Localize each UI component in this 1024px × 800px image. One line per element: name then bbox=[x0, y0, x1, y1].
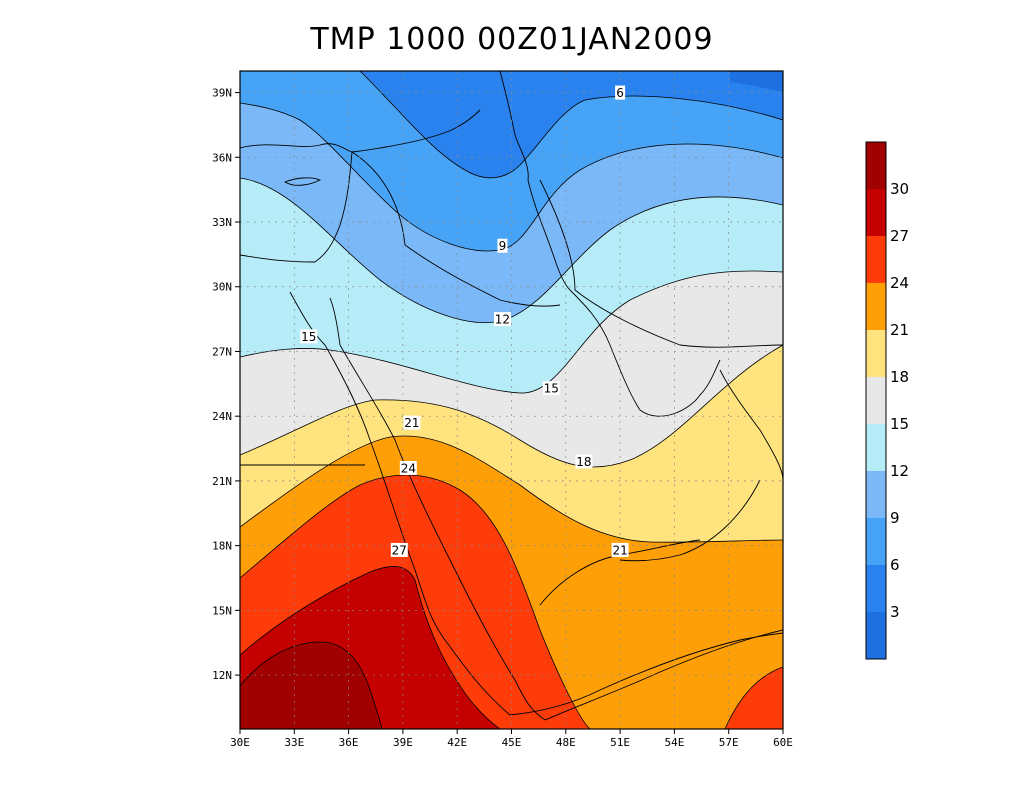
x-tick-label: 33E bbox=[284, 736, 304, 749]
colorbar-label: 24 bbox=[890, 274, 909, 292]
colorbar: 3 6 9 12 15 18 21 24 27 30 bbox=[865, 141, 909, 660]
y-tick-label: 18N bbox=[212, 540, 232, 553]
coastlines-borders bbox=[240, 71, 783, 721]
colorbar-label: 3 bbox=[890, 603, 900, 621]
border-saudi-iraq bbox=[404, 244, 561, 307]
colorbar-swatch bbox=[866, 424, 886, 471]
contour-label-bg bbox=[575, 454, 593, 469]
coast-caspian-west bbox=[499, 71, 529, 181]
colorbar-swatch bbox=[866, 518, 886, 565]
y-tick-label: 30N bbox=[212, 281, 232, 294]
coast-persian-gulf bbox=[569, 289, 721, 417]
y-tick-label: 21N bbox=[212, 475, 232, 488]
x-tick-label: 36E bbox=[339, 736, 359, 749]
coast-gulf-suez-aqaba bbox=[289, 291, 341, 346]
contour-18 bbox=[240, 344, 783, 468]
colorbar-frame bbox=[865, 141, 887, 660]
colorbar-swatch bbox=[866, 330, 886, 377]
contour-labels: 6 9 12 15 15 18 21 21 24 27 bbox=[300, 85, 629, 557]
coast-red-sea-west bbox=[324, 344, 511, 716]
colorbar-label: 21 bbox=[890, 321, 909, 339]
y-tick-label: 36N bbox=[212, 151, 232, 164]
contour-label-bg bbox=[493, 312, 511, 327]
contour-15 bbox=[240, 270, 783, 394]
colorbar-swatch bbox=[866, 142, 886, 189]
colorbar-label: 6 bbox=[890, 556, 900, 574]
contour-9 bbox=[240, 102, 783, 252]
lat-lon-grid bbox=[240, 71, 783, 729]
colorbar-swatch bbox=[866, 612, 886, 659]
contour-6 bbox=[359, 71, 783, 179]
contour-label-bg bbox=[497, 238, 508, 253]
contour-label-bg bbox=[403, 415, 421, 430]
x-tick-label: 51E bbox=[610, 736, 630, 749]
contour-27 bbox=[240, 566, 501, 729]
y-tick-label: 15N bbox=[212, 604, 232, 617]
x-tick-label: 48E bbox=[556, 736, 576, 749]
colorbar-swatch bbox=[866, 565, 886, 612]
x-tick-label: 39E bbox=[393, 736, 413, 749]
colorbar-label: 12 bbox=[890, 462, 909, 480]
y-axis-ticks: 12N 15N 18N 21N 24N 27N 30N 33N 36N 39N bbox=[212, 87, 240, 682]
x-tick-label: 42E bbox=[447, 736, 467, 749]
coast-levant bbox=[314, 151, 353, 263]
y-tick-label: 33N bbox=[212, 216, 232, 229]
contour-24 bbox=[240, 474, 591, 729]
map-title: TMP 1000 00Z01JAN2009 bbox=[310, 22, 714, 57]
band-30-up bbox=[240, 642, 382, 729]
y-tick-label: 24N bbox=[212, 410, 232, 423]
contour-label-bg bbox=[615, 85, 626, 100]
colorbar-swatch bbox=[866, 236, 886, 283]
border-syria-iraq bbox=[351, 151, 406, 246]
coast-egypt-north bbox=[240, 254, 316, 263]
contour-label: 27 bbox=[392, 543, 407, 557]
x-tick-label: 54E bbox=[664, 736, 684, 749]
colorbar-swatch bbox=[866, 471, 886, 518]
contour-label: 15 bbox=[544, 382, 559, 396]
y-tick-label: 12N bbox=[212, 669, 232, 682]
contour-label-bg bbox=[611, 542, 629, 557]
contour-label: 9 bbox=[499, 239, 507, 253]
contour-30 bbox=[240, 641, 383, 729]
colorbar-swatch bbox=[866, 189, 886, 236]
contour-label: 21 bbox=[612, 543, 627, 557]
contour-label-bg bbox=[390, 542, 408, 557]
y-tick-label: 39N bbox=[212, 87, 232, 100]
coast-oman bbox=[619, 369, 783, 562]
colorbar-label: 30 bbox=[890, 180, 909, 198]
contour-label-bg bbox=[300, 329, 318, 344]
colorbar-swatch bbox=[866, 283, 886, 330]
band-24-27-se bbox=[725, 667, 783, 729]
coast-iran-south bbox=[539, 179, 783, 348]
y-tick-label: 27N bbox=[212, 345, 232, 358]
colorbar-label: 15 bbox=[890, 415, 909, 433]
x-tick-label: 57E bbox=[719, 736, 739, 749]
contour-label-bg bbox=[542, 381, 560, 396]
coast-red-sea-east bbox=[339, 344, 546, 721]
contour-label: 15 bbox=[301, 330, 316, 344]
band-3-6 bbox=[730, 71, 783, 92]
contour-24-se bbox=[724, 666, 783, 729]
contour-label: 18 bbox=[576, 455, 591, 469]
coast-cyprus bbox=[283, 177, 322, 186]
colorbar-label: 18 bbox=[890, 368, 909, 386]
contour-label: 24 bbox=[401, 461, 416, 475]
x-tick-label: 30E bbox=[230, 736, 250, 749]
x-tick-label: 45E bbox=[502, 736, 522, 749]
contour-label-bg bbox=[399, 460, 417, 475]
coast-yemen-south bbox=[544, 629, 783, 721]
colorbar-label: 27 bbox=[890, 227, 909, 245]
colorbar-label: 9 bbox=[890, 509, 900, 527]
contour-label: 21 bbox=[404, 416, 419, 430]
contour-label: 6 bbox=[616, 86, 624, 100]
x-tick-label: 60E bbox=[773, 736, 793, 749]
x-axis-ticks: 30E 33E 36E 39E 42E 45E 48E 51E 54E 57E 60E bbox=[230, 729, 793, 749]
border-iraq-iran bbox=[527, 179, 571, 291]
band-6-9 bbox=[240, 71, 783, 178]
colorbar-swatch bbox=[866, 377, 886, 424]
contour-label: 12 bbox=[495, 313, 510, 327]
